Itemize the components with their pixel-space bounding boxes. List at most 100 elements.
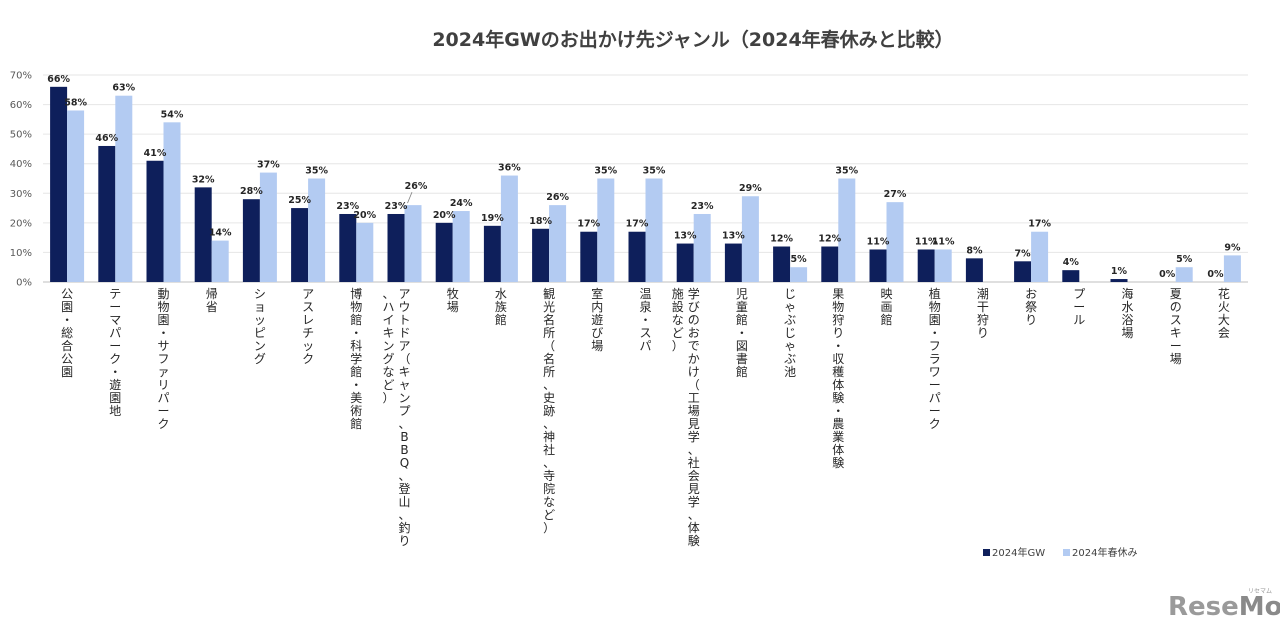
data-label-gw: 23% xyxy=(336,201,359,212)
data-label-spring: 35% xyxy=(594,166,617,177)
bar-gw xyxy=(532,228,550,282)
bar-gw xyxy=(339,213,357,282)
data-label-gw: 12% xyxy=(818,234,841,245)
x-tick-label: 潮干狩り xyxy=(977,286,989,340)
bar-spring xyxy=(597,178,615,282)
bar-spring xyxy=(308,178,326,282)
legend-label-spring: 2024年春休み xyxy=(1072,546,1137,559)
data-label-gw: 17% xyxy=(577,219,600,230)
x-tick-label: アウトドア（キャンプ、 B B Q 、登山、釣り、ハイキングなど） xyxy=(382,287,410,548)
x-tick-label: 花火大会 xyxy=(1218,286,1230,340)
x-tick-label: 帰省 xyxy=(206,287,218,314)
data-label-spring: 29% xyxy=(739,183,762,194)
data-label-spring: 37% xyxy=(257,160,280,171)
data-label-gw: 20% xyxy=(433,210,456,221)
bar-gw xyxy=(1062,270,1080,282)
data-label-gw: 7% xyxy=(1015,248,1032,259)
data-label-gw: 12% xyxy=(770,234,793,245)
data-label-spring: 14% xyxy=(209,228,232,239)
x-tick-label: じゃぶじゃぶ池 xyxy=(784,287,796,379)
bar-gw xyxy=(435,222,453,282)
bar-spring xyxy=(259,172,277,282)
x-tick-label: お祭り xyxy=(1025,287,1037,327)
chart-title: 2024年GWのお出かけ先ジャンル（2024年春休みと比較） xyxy=(432,28,953,51)
data-label-gw: 13% xyxy=(674,231,697,242)
y-tick-label: 30% xyxy=(10,189,32,200)
x-tick-label: プール xyxy=(1073,287,1085,327)
data-label-spring: 26% xyxy=(405,181,428,192)
data-label-spring: 35% xyxy=(305,166,328,177)
bar-gw xyxy=(98,145,116,282)
bar-spring xyxy=(452,211,470,282)
bar-gw xyxy=(146,160,164,282)
x-tick-label: 植物園・フラワーパーク xyxy=(929,286,941,431)
bar-gw xyxy=(724,243,742,282)
x-tick-label: 果物狩り・収穫体験・農業体験 xyxy=(832,287,844,470)
x-tick-label: 海水浴場 xyxy=(1121,286,1133,340)
bar-spring xyxy=(404,205,422,282)
y-axis: 0% 10% 20% 30% 40% 50% 60% 70% xyxy=(10,71,32,289)
bar-spring xyxy=(1223,255,1241,282)
bar-spring xyxy=(115,95,133,282)
bar-gw xyxy=(773,246,791,282)
bar-spring xyxy=(934,249,952,282)
data-label-spring: 36% xyxy=(498,163,521,174)
data-label-spring: 23% xyxy=(691,201,714,212)
x-tick-label: 博物館・科学館・美術館 xyxy=(350,286,362,431)
bar-spring xyxy=(500,175,518,282)
bar-spring xyxy=(693,213,711,282)
label-leader-line xyxy=(407,191,413,204)
logo-text: ReseMom xyxy=(1168,592,1280,622)
bar-gw xyxy=(676,243,694,282)
data-label-spring: 11% xyxy=(932,236,955,247)
bar-gw xyxy=(1110,279,1128,282)
data-label-spring: 17% xyxy=(1028,219,1051,230)
resemom-logo: ReseMom リセマム xyxy=(1168,588,1280,622)
data-label-gw: 0% xyxy=(1207,269,1224,280)
data-label-spring: 9% xyxy=(1224,242,1241,253)
bar-spring xyxy=(163,122,181,282)
data-label-gw: 41% xyxy=(144,148,167,159)
bar-gw xyxy=(291,208,309,282)
legend-swatch-gw xyxy=(983,549,990,556)
bar-spring xyxy=(886,202,904,282)
data-label-gw: 0% xyxy=(1159,269,1176,280)
x-tick-label: 学びのおでかけ（工場見学、社会見学、体験施設など） xyxy=(672,286,700,548)
data-label-gw: 4% xyxy=(1063,257,1080,268)
bar-gw xyxy=(628,231,646,282)
bar-spring xyxy=(645,178,663,282)
data-label-gw: 19% xyxy=(481,213,504,224)
bars xyxy=(50,86,1241,282)
data-label-gw: 11% xyxy=(915,236,938,247)
bar-spring xyxy=(838,178,856,282)
bar-spring xyxy=(1031,231,1049,282)
bar-spring xyxy=(211,240,229,282)
bar-gw xyxy=(194,187,212,282)
x-tick-label: 児童館・図書館 xyxy=(736,287,748,379)
y-tick-label: 60% xyxy=(10,100,32,111)
bar-spring xyxy=(67,110,85,282)
x-axis: 公園・総合公園 テーマパーク・遊園地 動物園・サファリパーク 帰省 ショッピング アスレチ… xyxy=(61,286,1230,548)
data-label-gw: 13% xyxy=(722,231,745,242)
data-label-gw: 8% xyxy=(966,245,983,256)
data-label-spring: 54% xyxy=(161,109,184,120)
bar-spring xyxy=(1175,267,1193,282)
legend-swatch-spring xyxy=(1063,549,1070,556)
x-tick-label: 観光名所（名所、史跡、神社、寺院など） xyxy=(543,287,555,535)
data-label-spring: 58% xyxy=(64,97,87,108)
data-label-gw: 66% xyxy=(47,74,70,85)
bar-spring xyxy=(790,267,808,282)
bar-gw xyxy=(821,246,839,282)
data-label-gw: 1% xyxy=(1111,266,1128,277)
data-label-gw: 32% xyxy=(192,174,215,185)
x-tick-label: 映画館 xyxy=(880,287,892,327)
x-tick-label: 公園・総合公園 xyxy=(61,287,73,379)
data-label-spring: 35% xyxy=(835,166,858,177)
legend-label-gw: 2024年GW xyxy=(992,546,1045,559)
x-tick-label: 夏のスキー場 xyxy=(1170,287,1182,366)
data-label-spring: 27% xyxy=(884,189,907,200)
data-label-gw: 46% xyxy=(95,133,118,144)
data-label-spring: 5% xyxy=(1176,254,1193,265)
bar-gw xyxy=(965,258,983,282)
data-label-spring: 35% xyxy=(643,166,666,177)
